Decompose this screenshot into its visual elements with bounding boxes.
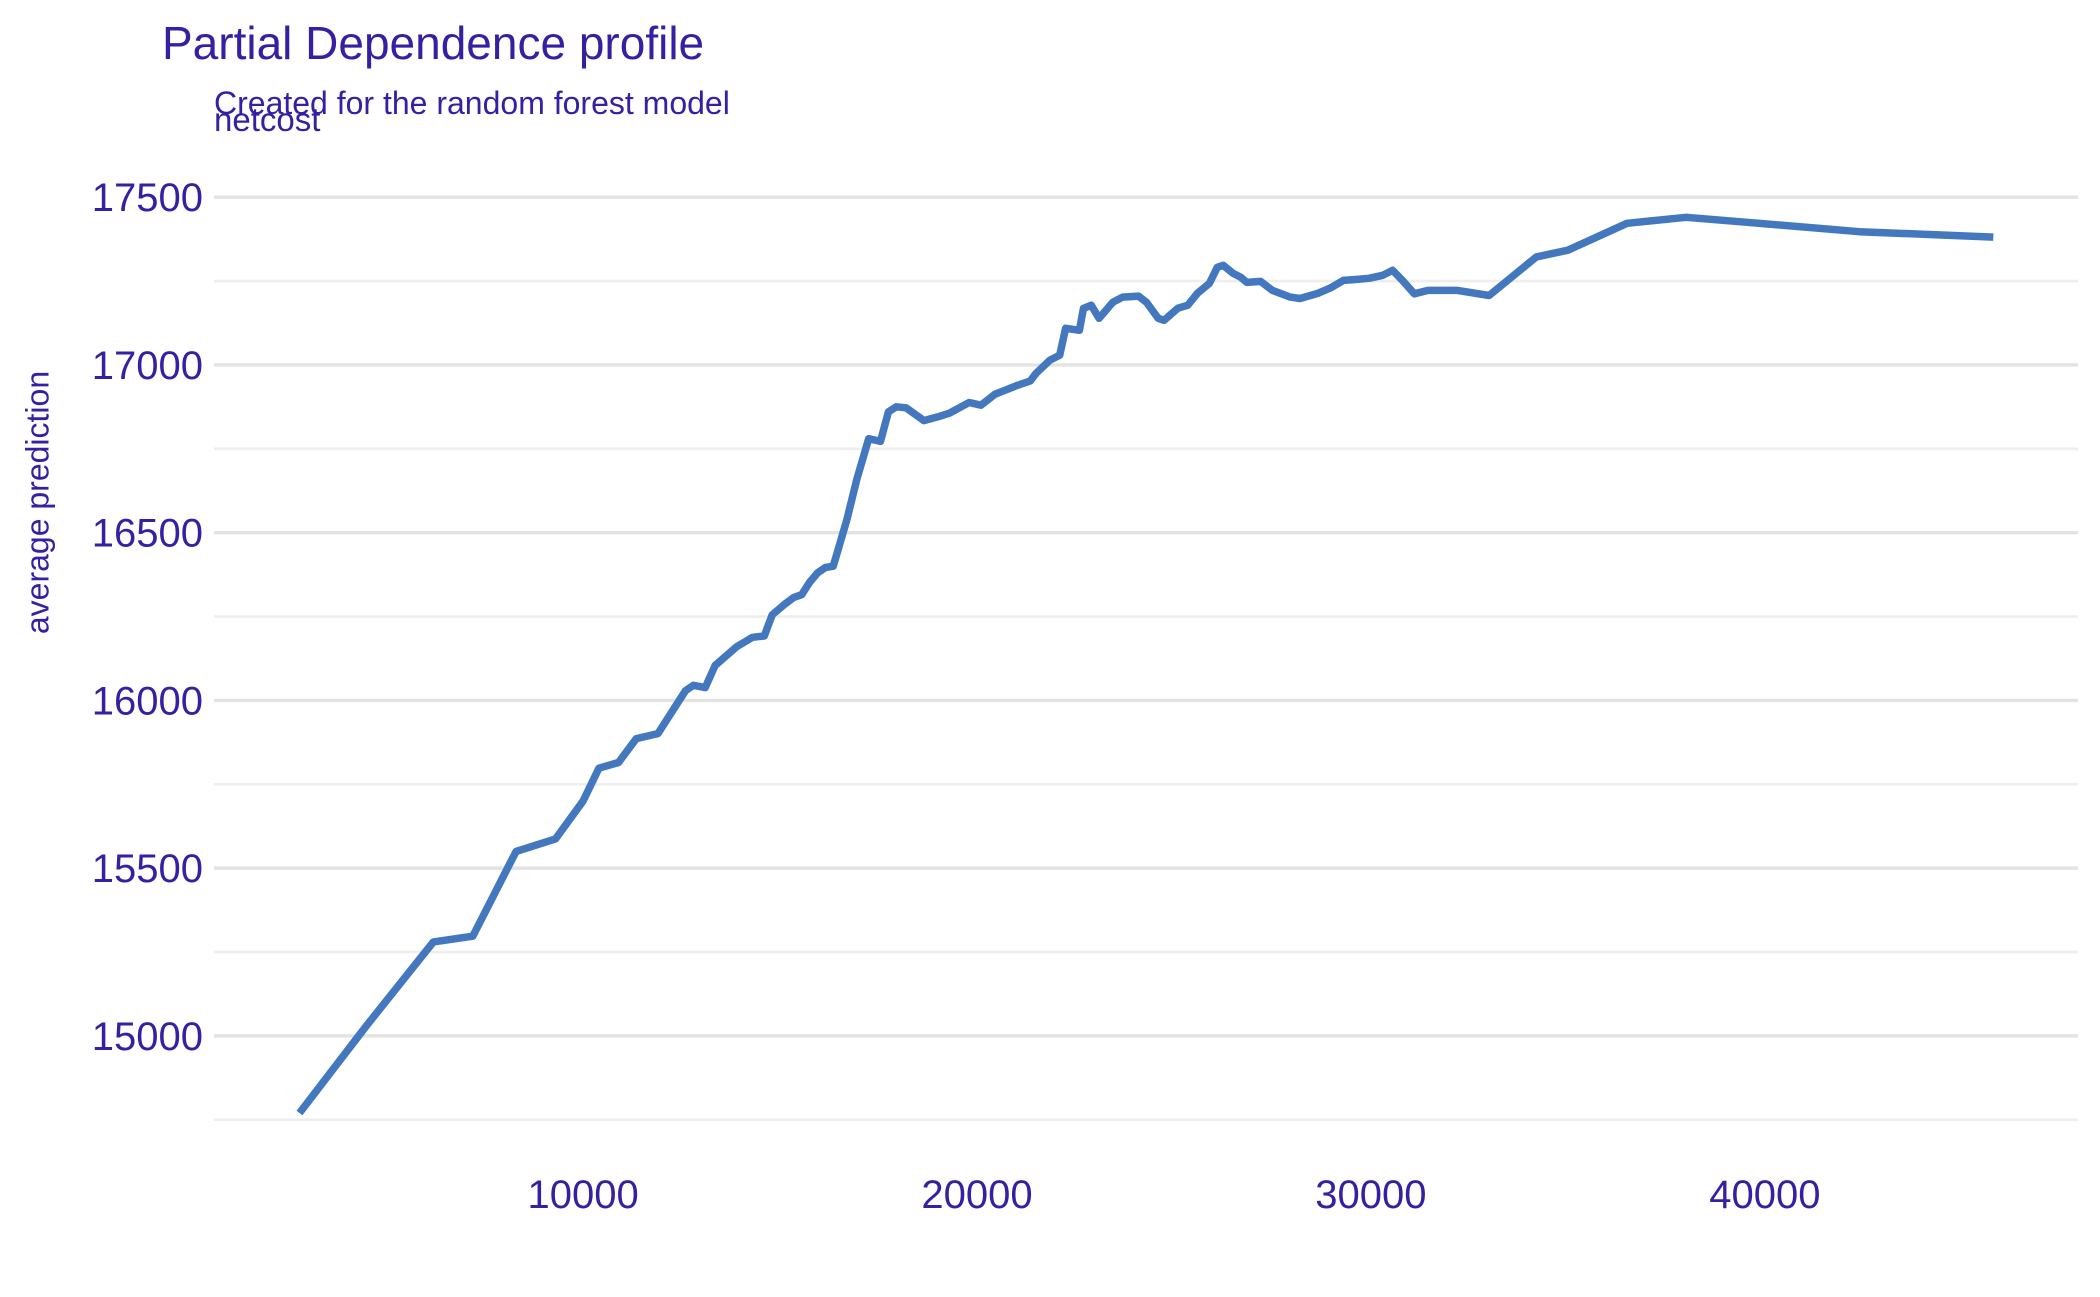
y-axis-title: average prediction: [19, 370, 56, 635]
y-tick-label: 17500: [92, 176, 203, 220]
y-tick-label: 15000: [92, 1015, 203, 1059]
plot-panel: 15000 15500 16000 16500 17000 17500 10000 20000…: [92, 176, 2078, 1217]
facet-strip-label: netcost: [214, 101, 321, 138]
x-tick-label: 30000: [1315, 1173, 1426, 1217]
x-tick-label: 40000: [1709, 1173, 1820, 1217]
page-title: Partial Dependence profile: [162, 17, 705, 69]
x-tick-label: 10000: [527, 1173, 638, 1217]
y-tick-label: 16500: [92, 512, 203, 556]
x-tick-label: 20000: [921, 1173, 1032, 1217]
y-tick-label: 16000: [92, 679, 203, 723]
y-tick-label: 17000: [92, 344, 203, 388]
pdp-curve: [296, 213, 1994, 1116]
page-subtitle: Created for the random forest model: [214, 85, 730, 121]
y-tick-label: 15500: [92, 847, 203, 891]
